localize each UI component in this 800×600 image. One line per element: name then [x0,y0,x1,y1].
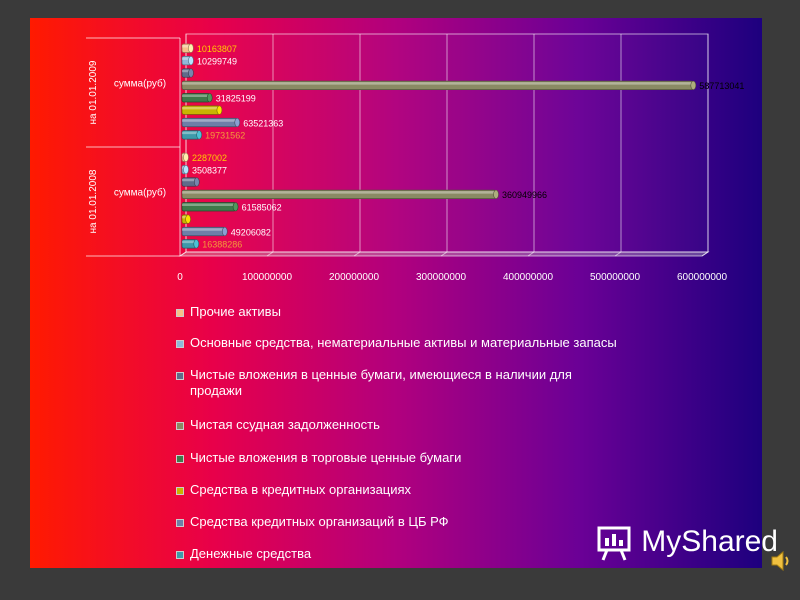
data-label: 61585062 [242,203,282,213]
legend-swatch [176,372,184,380]
myshared-logo: MyShared [593,520,778,564]
data-label: 2287002 [192,153,227,163]
bar-end-cap [690,80,697,90]
bar-end-cap [183,165,189,175]
bar-highlight [182,240,197,244]
data-label: 360949966 [502,190,547,200]
legend-label: Средства кредитных организаций в ЦБ РФ [190,514,449,529]
group-outer-label: на 01.01.2009 [88,60,99,124]
group-outer-label: на 01.01.2008 [88,169,99,233]
legend-item: Денежные средства [176,546,311,562]
bar-end-cap [206,93,213,103]
data-label: 49206082 [231,227,271,237]
bar-highlight [182,82,694,85]
bar-highlight [182,106,220,110]
legend-item: Чистые вложения в ценные бумаги, имеющие… [176,367,626,399]
gridline-floor [353,251,361,257]
data-label: 31825199 [216,94,256,104]
bar-end-cap [188,43,194,53]
legend-item: Чистая ссудная задолженность [176,417,380,433]
legend-swatch [176,519,184,527]
bar-highlight [182,119,238,122]
bar-end-cap [193,177,200,187]
x-tick-label: 0 [177,272,183,283]
legend-swatch [176,551,184,559]
legend-swatch [176,455,184,463]
data-label: 10163807 [197,44,237,54]
bar-end-cap [185,214,191,224]
bar-highlight [182,228,225,231]
bar-chart: 0 100000000 200000000 300000000 400000000 500… [86,33,744,283]
data-label: 63521363 [243,118,283,128]
legend-label: Прочие активы [190,304,281,319]
presentation-board-icon [597,526,631,561]
legend-label: Средства в кредитных организациях [190,482,412,497]
bar-highlight [182,191,497,194]
x-tick-label: 100000000 [242,272,292,283]
data-label: 19731562 [205,131,245,141]
gridline-floor [266,251,274,257]
brand-text: MyShared [641,525,778,558]
legend-swatch [176,340,184,348]
bar-highlight [182,203,236,206]
bar-end-cap [188,68,194,78]
data-label: 587713041 [699,81,744,91]
legend-item: Прочие активы [176,304,281,320]
data-label: 16388286 [202,240,242,250]
speaker-icon[interactable] [768,548,794,574]
x-tick-label: 500000000 [590,272,640,283]
bar-highlight [182,215,189,219]
x-tick-label: 300000000 [416,272,466,283]
legend-item: Средства в кредитных организациях [176,482,411,498]
group-inner-label: сумма(руб) [114,78,166,90]
legend-label: Денежные средства [190,546,312,561]
gridline-floor [614,251,622,257]
bar-end-cap [232,202,239,212]
gridline-floor [440,251,448,257]
slide: 0 100000000 200000000 300000000 400000000 500… [30,18,762,568]
legend-label: Чистая ссудная задолженность [190,417,380,432]
data-label: 3508377 [192,165,227,175]
group-inner-label: сумма(руб) [114,187,166,199]
data-label: 10299749 [197,56,237,66]
bar-end-cap [188,56,194,66]
x-tick-label: 400000000 [503,272,553,283]
bar-highlight [182,69,191,73]
legend-swatch [176,487,184,495]
gridline-floor [527,251,535,257]
bar-highlight [182,57,191,60]
bar-end-cap [234,117,241,128]
bar-end-cap [183,152,189,162]
gridline-floor [701,251,709,257]
legend-swatch [176,422,184,430]
legend-item: Основные средства, нематериальные активы… [176,335,617,351]
legend-label: Чистые вложения в торговые ценные бумаги [190,450,462,465]
bar-highlight [182,94,210,97]
legend-item: Чистые вложения в торговые ценные бумаги [176,450,461,466]
bar-end-cap [196,130,202,140]
bar-end-cap [216,105,223,115]
x-tick-label: 200000000 [329,272,379,283]
bar-highlight [182,178,197,182]
bar-highlight [182,131,200,135]
bar-end-cap [222,226,228,237]
bar-highlight [182,45,191,48]
gridline-floor [179,251,187,257]
legend-label: Основные средства, нематериальные активы… [190,335,617,350]
legend-swatch [176,309,184,317]
legend-item: Средства кредитных организаций в ЦБ РФ [176,514,449,530]
legend-label: Чистые вложения в ценные бумаги, имеющие… [190,367,572,398]
bar-end-cap [493,189,499,199]
x-tick-label: 600000000 [677,272,727,283]
bar-end-cap [193,239,200,249]
